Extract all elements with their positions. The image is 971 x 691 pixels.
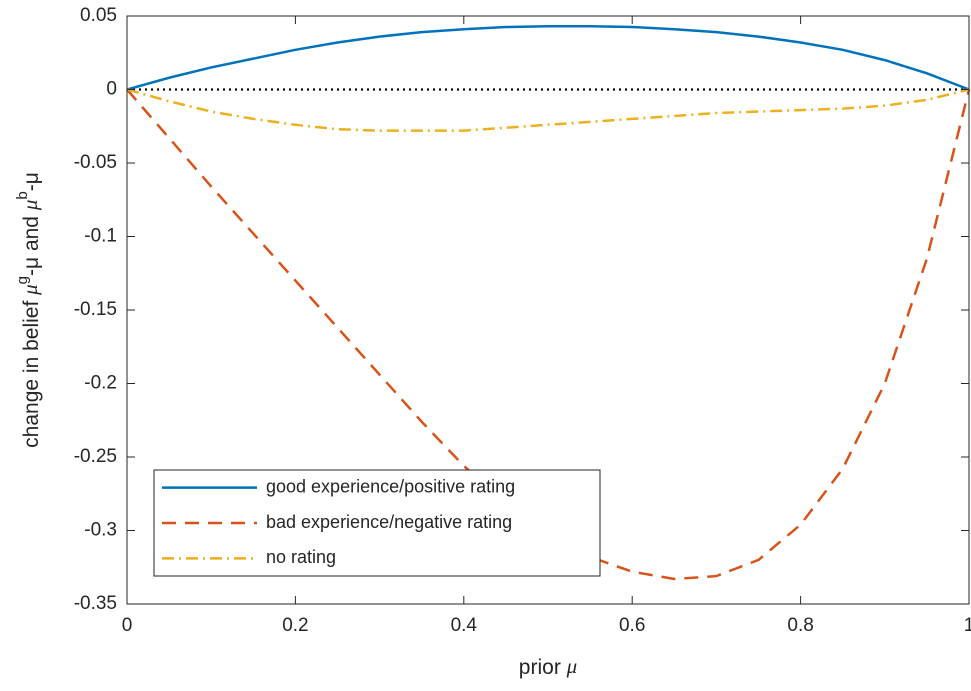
x-axis-label: prior μ — [519, 654, 577, 679]
y-tick-label: -0.25 — [74, 446, 117, 467]
legend-label: no rating — [266, 547, 336, 567]
x-tick-label: 0.2 — [282, 615, 308, 636]
legend: good experience/positive rating bad exper… — [153, 469, 601, 577]
x-tick-label: 1 — [964, 615, 971, 636]
y-tick-label: -0.35 — [74, 593, 117, 614]
x-tick-label: 0.4 — [451, 615, 478, 636]
y-label-text: -μ — [20, 172, 43, 191]
y-label-symbol: μ — [18, 200, 42, 212]
legend-label: good experience/positive rating — [266, 476, 515, 496]
y-tick-label: -0.2 — [84, 373, 117, 394]
series-line — [126, 88, 970, 132]
x-tick-label: 0.6 — [619, 615, 645, 636]
y-tick-label: -0.3 — [84, 520, 117, 541]
y-label-sup: g — [14, 276, 31, 284]
y-label-text: -μ and — [20, 210, 43, 276]
y-tick-label: -0.05 — [74, 152, 117, 173]
x-label-text: prior — [519, 656, 567, 679]
x-tick-label: 0 — [122, 615, 133, 636]
y-tick-label: 0 — [106, 79, 117, 100]
x-label-symbol: μ — [566, 654, 578, 678]
legend-label: bad experience/negative rating — [266, 512, 512, 532]
y-label-symbol: μ — [18, 284, 42, 296]
y-label-text: change in belief — [20, 295, 43, 448]
series-line — [126, 88, 971, 581]
x-tick-label: 0.8 — [787, 615, 813, 636]
y-tick-label: 0.05 — [80, 5, 117, 26]
y-label-sup: b — [14, 191, 31, 199]
y-tick-label: -0.1 — [84, 226, 117, 247]
y-tick-label: -0.15 — [74, 299, 117, 320]
y-axis-label: change in belief μg-μ and μb-μ — [14, 172, 43, 448]
series-line — [126, 25, 970, 91]
